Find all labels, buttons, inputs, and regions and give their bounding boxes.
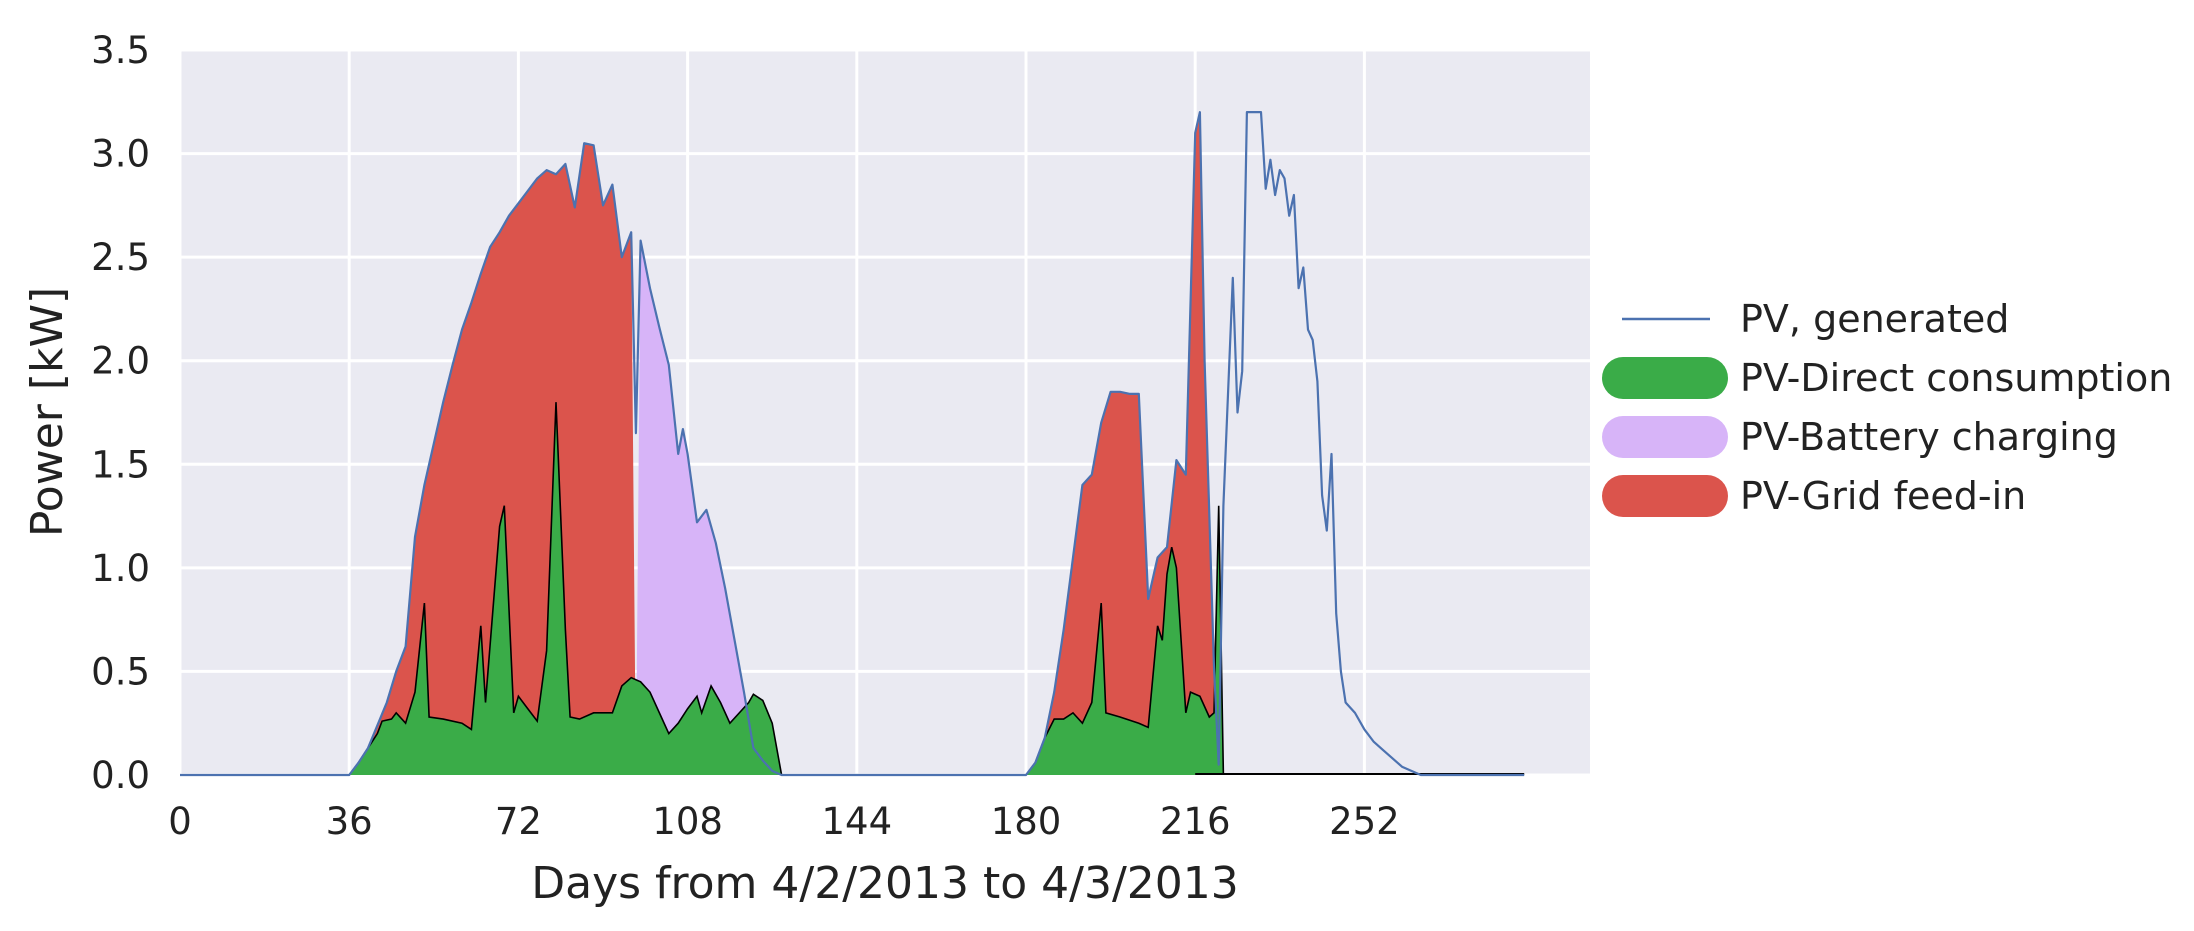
y-tick-label: 1.5 [91,443,150,486]
legend-swatch [1602,475,1728,517]
x-tick-label: 36 [326,800,373,843]
legend-entry-pv-grid-feed-in: PV-Grid feed-in [1602,474,2026,518]
legend-entry-pv-direct-consumption: PV-Direct consumption [1602,356,2172,400]
x-tick-label: 252 [1329,800,1400,843]
y-tick-label: 3.5 [91,29,150,72]
y-axis-ticks: 0.0 0.5 1.0 1.5 2.0 2.5 3.0 3.5 [91,29,150,797]
legend: PV, generated PV-Direct consumption PV-Bat… [1602,297,2172,518]
x-tick-label: 180 [991,800,1062,843]
y-tick-label: 0.0 [91,754,150,797]
x-tick-label: 216 [1160,800,1231,843]
x-tick-label: 72 [495,800,542,843]
x-tick-label: 144 [821,800,892,843]
x-tick-label: 108 [652,800,723,843]
y-tick-label: 3.0 [91,133,150,176]
plot-background [180,50,1590,775]
legend-entry-pv-battery-charging: PV-Battery charging [1602,415,2118,459]
legend-entry-pv-generated: PV, generated [1622,297,2009,341]
line-pv-generated [180,111,1525,777]
y-tick-label: 2.0 [91,340,150,383]
x-axis-ticks: 0 36 72 108 144 180 216 252 [168,800,1399,843]
x-axis-title: Days from 4/2/2013 to 4/3/2013 [531,858,1239,909]
legend-swatch [1602,357,1728,399]
y-axis-title: Power [kW] [22,287,73,537]
area-pv-direct-consumption [180,402,1224,775]
legend-label: PV-Battery charging [1740,415,2118,459]
legend-label: PV, generated [1740,297,2009,341]
x-tick-label: 0 [168,800,192,843]
y-tick-label: 2.5 [91,236,150,279]
legend-label: PV-Grid feed-in [1740,474,2026,518]
area-pv-grid-feed-in [349,112,1224,775]
legend-swatch [1602,416,1728,458]
series-lines [180,111,1525,777]
y-tick-label: 0.5 [91,650,150,693]
legend-label: PV-Direct consumption [1740,356,2172,400]
area-pv-battery-charging [635,240,782,775]
y-tick-label: 1.0 [91,547,150,590]
outline-pv-direct-consumption [180,402,1225,776]
